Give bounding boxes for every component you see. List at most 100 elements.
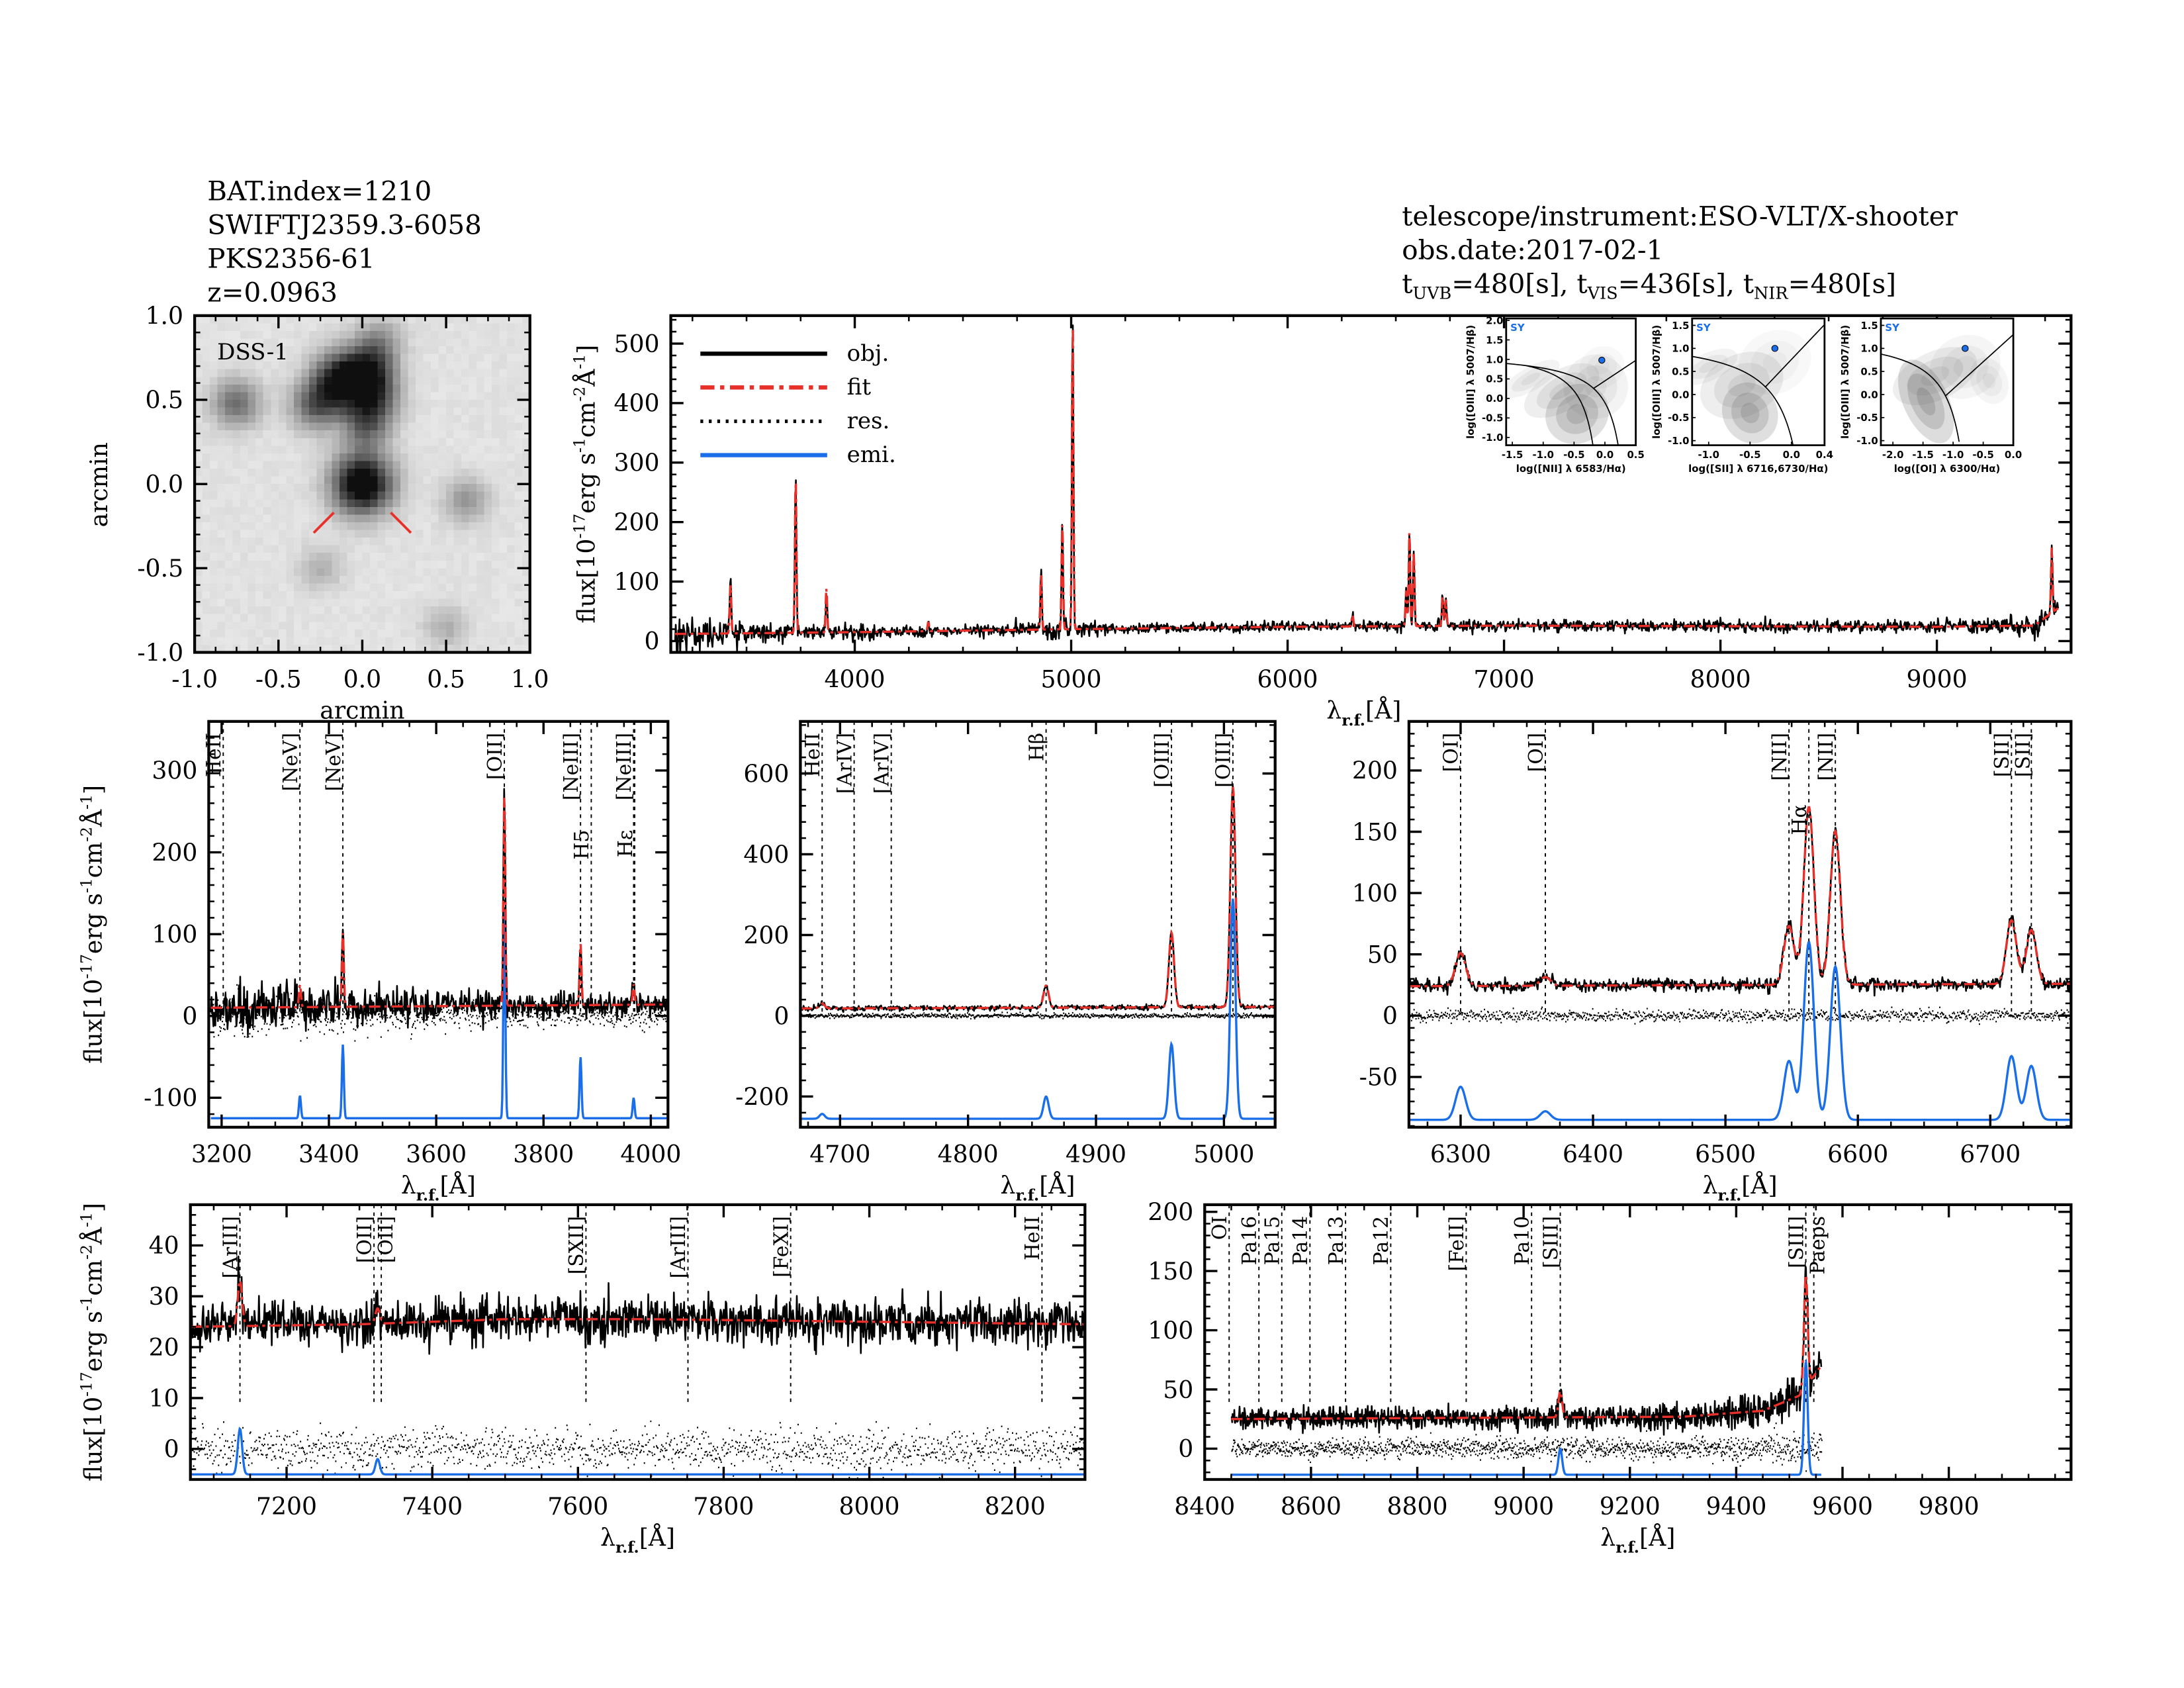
axis-label-part: flux[10	[79, 1397, 108, 1481]
axis-label-part: [Å]	[1365, 696, 1401, 725]
y-tick-label: 0	[1178, 1434, 1193, 1463]
axis-label-part: -2	[77, 1244, 96, 1260]
axis-label-part: λ	[1326, 696, 1342, 725]
emission-model-line	[1408, 941, 2071, 1121]
x-tick-label: 9400	[1706, 1492, 1766, 1521]
legend-label-emi: emi.	[847, 442, 896, 468]
y-tick-label: 150	[1352, 818, 1398, 846]
x-tick-label: 3400	[298, 1140, 359, 1168]
y-tick-label: 300	[152, 757, 197, 785]
galaxy-density-contour	[1941, 345, 1989, 389]
axis-label-part: -2	[77, 827, 96, 842]
line-marker-label: [OIII]	[1151, 733, 1174, 788]
inset-y-tick-label: 2.0	[1486, 314, 1503, 326]
inset-y-label: log([OIII] λ 5007/Hβ)	[1839, 325, 1851, 439]
dss-image-panel: -1.0 -0.5 0.0 0.5 1.0 -1.0 -0.5 0.0 0.5 1.0 DSS-1 a…	[85, 302, 549, 725]
galaxy-density-contour	[1545, 384, 1609, 444]
inset-y-tick-label: -0.5	[1856, 412, 1878, 424]
galaxy-density-contour	[1713, 363, 1770, 408]
inset-y-tick-label: -1.0	[1856, 435, 1878, 447]
axis-label-part: r.f.	[1342, 711, 1365, 729]
exposure-prefix: t	[1735, 268, 1754, 300]
x-tick-label: 9800	[1919, 1492, 1979, 1521]
seyfert-liner-line	[1944, 334, 2014, 397]
x-tick-label: 0.5	[427, 665, 465, 694]
observed-spectrum-line	[800, 785, 1275, 1013]
inset-x-label: log([NII] λ 6583/Hα)	[1516, 463, 1626, 475]
axis-label-part: -1	[77, 1212, 96, 1227]
kewley-curve	[1506, 363, 1619, 445]
bpt-inset-1: SY -1.5 -1.0 -0.5 0.0 0.5 -1.0 -0.5 0.0 0.5 1.0 1.5…	[1465, 314, 1645, 475]
axis-label-part: ]	[79, 785, 108, 794]
target-marker-right	[390, 512, 412, 534]
plot-area	[1228, 1204, 1823, 1476]
y-tick-label: 600	[743, 759, 789, 788]
observed-spectrum-line	[1230, 1265, 1823, 1436]
line-marker-label: [ArIV]	[833, 733, 856, 794]
fit-line	[675, 328, 2059, 635]
line-marker-label: [ArIV]	[870, 733, 893, 794]
galaxy-density-contour	[1579, 346, 1625, 389]
residual-points	[800, 1011, 1275, 1020]
inset-y-tick-label: -0.5	[1482, 412, 1504, 424]
swift-id: SWIFTJ2359.3-6058	[207, 209, 482, 240]
axis-label-part: -17	[570, 514, 589, 539]
y-tick-label: 50	[1367, 940, 1398, 968]
y-tick-label: 0.0	[146, 470, 184, 498]
line-marker-label: [FeII]	[1445, 1216, 1469, 1271]
spectrum-panel-red: [ArIII] [OII][OII] [SXII] [ArIII] [FeXI] HeII…	[77, 1203, 1087, 1557]
x-tick-label: 4700	[809, 1140, 870, 1168]
y-tick-label: 200	[1352, 757, 1398, 785]
ticks: -1.0 -0.5 0.0 0.5 1.0 -1.0 -0.5 0.0 0.5 1.0	[137, 302, 549, 694]
axis-label-part: Å	[79, 1227, 108, 1245]
line-marker-label: [NII]	[1768, 733, 1792, 781]
y-tick-label: 40	[149, 1231, 179, 1260]
inset-x-tick-label: 0.0	[2005, 449, 2022, 461]
plot-frame	[207, 720, 670, 1129]
x-axis-label: λr.f.[Å]	[1001, 1171, 1075, 1205]
line-marker-label: Hα	[1788, 804, 1811, 835]
ticks: 6300 6400 6500 6600 6700 -50 0 50 100 150 200	[1352, 720, 2071, 1168]
galaxy-density-contour	[1512, 366, 1550, 392]
x-tick-label: 6300	[1430, 1140, 1491, 1168]
ticks: 4000 5000 6000 7000 8000 9000 0 100 200 300 400 500	[614, 315, 2071, 694]
seyfert-liner-line	[1764, 324, 1825, 388]
emission-model-line	[800, 898, 1275, 1120]
galaxy-density-contour	[1692, 354, 1728, 379]
inset-plot-area	[1692, 324, 1825, 445]
legend-label-res: res.	[847, 408, 890, 434]
obs-date: obs.date:2017-02-1	[1402, 234, 1663, 266]
ticks: 8400 8600 8800 9000 9200 9400 9600 9800 0 50 100 15…	[1148, 1197, 2071, 1521]
x-tick-label: 3800	[513, 1140, 574, 1168]
axis-label-part: -17	[77, 954, 96, 979]
inset-y-tick-label: -1.0	[1482, 432, 1504, 444]
galaxy-density-contour	[1976, 365, 2003, 397]
class-tag: SY	[1510, 322, 1525, 334]
exposure-value: =436[s],	[1618, 268, 1735, 300]
bpt-inset-3: SY -2.0 -1.5 -1.0 -0.5 0.0 -1.0 -0.5 0.0 0.5 1.0 1.…	[1839, 317, 2022, 475]
galaxy-density-contour	[1907, 373, 1945, 430]
x-tick-label: 5000	[1193, 1140, 1254, 1168]
fit-line	[1408, 806, 2071, 988]
y-axis-label: flux[10-17erg s-1cm-2Å-1]	[570, 345, 601, 624]
kewley-curve	[1692, 355, 1794, 445]
axis-label-part: -1	[570, 354, 589, 369]
axis-label-part: r.f.	[1015, 1186, 1039, 1205]
line-marker-label: Pa10	[1511, 1216, 1534, 1265]
axis-label-part: cm	[79, 1260, 108, 1296]
inset-plot-area	[1506, 346, 1636, 445]
axis-label-part: -1	[77, 878, 96, 893]
inset-x-tick-label: -1.0	[1532, 449, 1554, 461]
axis-label-part: -17	[77, 1372, 96, 1397]
line-marker-label: [NeV]	[322, 733, 345, 791]
inset-y-tick-label: 0.0	[1860, 389, 1878, 400]
inset-background	[1506, 318, 1636, 445]
galaxy-density-contour	[1898, 359, 1954, 444]
line-marker-label: Pa14	[1289, 1216, 1312, 1265]
line-marker-label: Hε	[614, 830, 637, 857]
x-tick-label: 7600	[547, 1492, 608, 1521]
y-tick-label: 100	[614, 567, 659, 596]
x-tick-label: 7200	[256, 1492, 317, 1521]
axis-label-part: [Å]	[1639, 1523, 1675, 1552]
line-marker-label: [SIII]	[1785, 1216, 1808, 1268]
